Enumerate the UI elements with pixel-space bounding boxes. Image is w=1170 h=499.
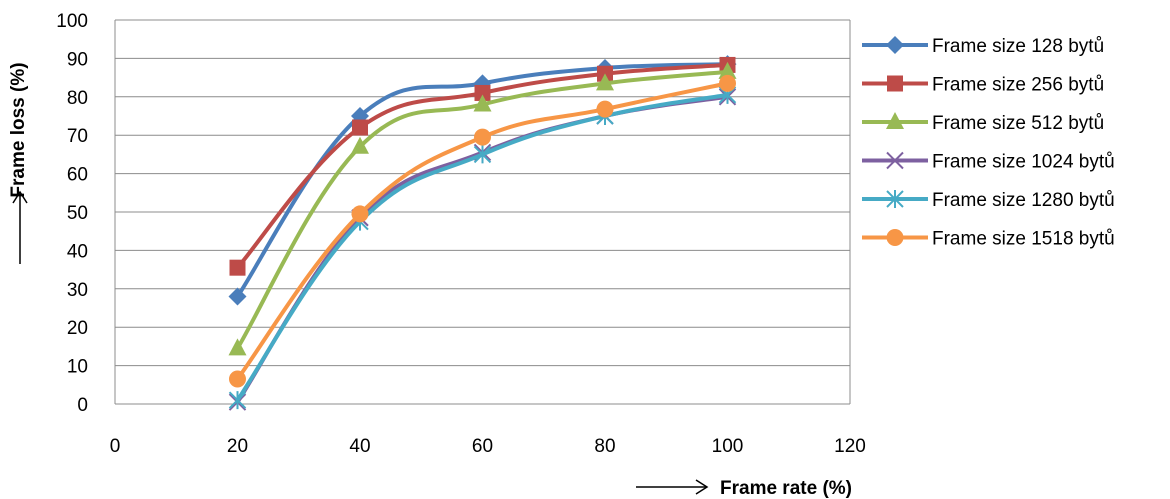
x-tick-label: 100 <box>712 436 744 457</box>
series-line <box>235 69 730 351</box>
data-point <box>474 84 491 101</box>
legend-label: Frame size 128 bytů <box>932 36 1104 57</box>
legend-entry-5: Frame size 1280 bytů <box>862 190 1115 211</box>
data-point <box>596 100 614 118</box>
y-tick-label: 70 <box>67 126 88 147</box>
series-layer <box>228 55 737 411</box>
series-3 <box>228 61 737 356</box>
data-point <box>228 391 247 410</box>
legend-marker <box>886 36 904 54</box>
y-tick-label: 0 <box>77 395 88 416</box>
legend-label: Frame size 1280 bytů <box>932 190 1115 211</box>
y-tick-label: 10 <box>67 357 88 378</box>
data-point <box>719 74 736 92</box>
x-tick-label: 40 <box>349 436 370 457</box>
series-6 <box>229 74 736 388</box>
y-tick-label: 30 <box>67 280 88 301</box>
x-tick-label: 0 <box>110 436 121 457</box>
legend-entry-4: Frame size 1024 bytů <box>862 152 1115 173</box>
legend-label: Frame size 1518 bytů <box>932 229 1115 250</box>
legend-marker <box>886 190 904 208</box>
data-point <box>352 119 368 136</box>
legend-marker <box>887 75 903 92</box>
y-axis-arrow <box>12 190 28 264</box>
data-point <box>351 136 369 154</box>
y-tick-label: 40 <box>67 241 88 262</box>
data-point <box>473 145 492 164</box>
legend-entry-1: Frame size 128 bytů <box>862 36 1104 57</box>
legend-entry-6: Frame size 1518 bytů <box>862 229 1115 250</box>
data-point <box>229 259 246 276</box>
legend-marker <box>886 151 904 170</box>
legend-entry-2: Frame size 256 bytů <box>862 75 1104 96</box>
legend-label: Frame size 1024 bytů <box>932 152 1115 173</box>
series-line <box>235 62 730 299</box>
series-line <box>235 81 730 382</box>
data-point <box>228 287 247 306</box>
series-2 <box>229 56 736 276</box>
y-tick-labels: 0 10 20 30 40 50 60 70 80 90 100 <box>56 11 88 416</box>
data-point <box>473 94 492 112</box>
y-tick-label: 20 <box>67 318 88 339</box>
data-point <box>229 370 246 388</box>
y-tick-label: 90 <box>67 49 88 70</box>
y-tick-label: 60 <box>67 165 88 186</box>
legend-marker <box>886 229 904 246</box>
series-line <box>235 92 730 403</box>
y-tick-label: 80 <box>67 88 88 109</box>
y-axis-title: Frame loss (%) <box>8 62 29 197</box>
data-point <box>474 128 491 146</box>
y-tick-label: 50 <box>67 203 88 224</box>
x-tick-label: 120 <box>834 436 866 457</box>
data-point <box>351 205 369 223</box>
y-tick-label: 100 <box>56 11 88 32</box>
data-point <box>596 73 614 91</box>
legend: Frame size 128 bytů Frame size 256 bytů Fr… <box>862 36 1115 250</box>
x-tick-label: 20 <box>227 436 248 457</box>
legend-label: Frame size 256 bytů <box>932 75 1104 96</box>
x-tick-label: 60 <box>472 436 493 457</box>
x-axis-arrow <box>636 479 709 495</box>
legend-marker <box>886 112 904 129</box>
data-point <box>228 338 247 356</box>
legend-entry-3: Frame size 512 bytů <box>862 112 1104 134</box>
legend-label: Frame size 512 bytů <box>932 113 1104 134</box>
x-tick-labels: 0 20 40 60 80 100 120 <box>110 436 866 457</box>
x-tick-label: 80 <box>594 436 615 457</box>
data-point <box>718 61 737 79</box>
x-axis-title: Frame rate (%) <box>720 478 852 499</box>
